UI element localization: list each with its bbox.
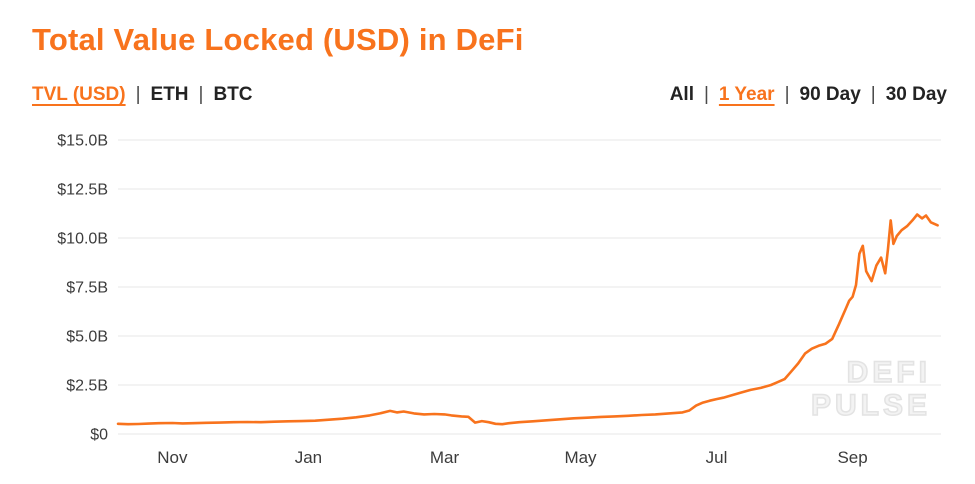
svg-text:$0: $0 — [90, 427, 108, 444]
tab-eth[interactable]: ETH — [150, 84, 189, 105]
svg-text:Nov: Nov — [157, 448, 188, 467]
svg-text:$7.5B: $7.5B — [66, 280, 108, 297]
svg-text:$2.5B: $2.5B — [66, 378, 108, 395]
tab-tvl-usd[interactable]: TVL (USD) — [32, 84, 126, 105]
svg-text:Mar: Mar — [430, 448, 460, 467]
svg-text:Sep: Sep — [837, 448, 867, 467]
tab-range-1-year[interactable]: 1 Year — [718, 84, 775, 105]
svg-text:Jan: Jan — [295, 448, 322, 467]
watermark-line1: DEFI — [846, 355, 931, 390]
tab-range-90-day[interactable]: 90 Day — [799, 84, 861, 105]
metric-tabs: TVL (USD) | ETH | BTC — [32, 84, 253, 106]
tab-separator: | — [703, 84, 709, 105]
tab-separator: | — [870, 84, 876, 105]
svg-text:$5.0B: $5.0B — [66, 329, 108, 346]
defipulse-watermark: DEFI PULSE — [810, 355, 931, 423]
tab-range-all[interactable]: All — [669, 84, 694, 105]
tab-separator: | — [198, 84, 204, 105]
svg-text:May: May — [564, 448, 597, 467]
svg-text:$12.5B: $12.5B — [57, 182, 108, 199]
tab-range-30-day[interactable]: 30 Day — [885, 84, 947, 105]
svg-text:$10.0B: $10.0B — [57, 231, 108, 248]
tab-separator: | — [784, 84, 790, 105]
watermark-line2: PULSE — [810, 388, 931, 423]
svg-text:$15.0B: $15.0B — [57, 133, 108, 150]
chart-canvas[interactable]: $0 $2.5B $5.0B $7.5B $10.0B $12.5B $15.0B Nov Ja… — [32, 124, 947, 472]
svg-text:Jul: Jul — [706, 448, 728, 467]
defipulse-chart-page: Total Value Locked (USD) in DeFi TVL (US… — [32, 22, 947, 472]
chart-controls: TVL (USD) | ETH | BTC All | 1 Year | 90 … — [32, 84, 947, 106]
tab-separator: | — [135, 84, 141, 105]
tvl-line-chart[interactable]: DEFI PULSE $0 $2.5B $5.0B $7.5B $10.0B $12.5B… — [32, 124, 947, 472]
tab-btc[interactable]: BTC — [213, 84, 253, 105]
page-title: Total Value Locked (USD) in DeFi — [32, 22, 524, 57]
range-tabs: All | 1 Year | 90 Day | 30 Day — [670, 84, 947, 106]
